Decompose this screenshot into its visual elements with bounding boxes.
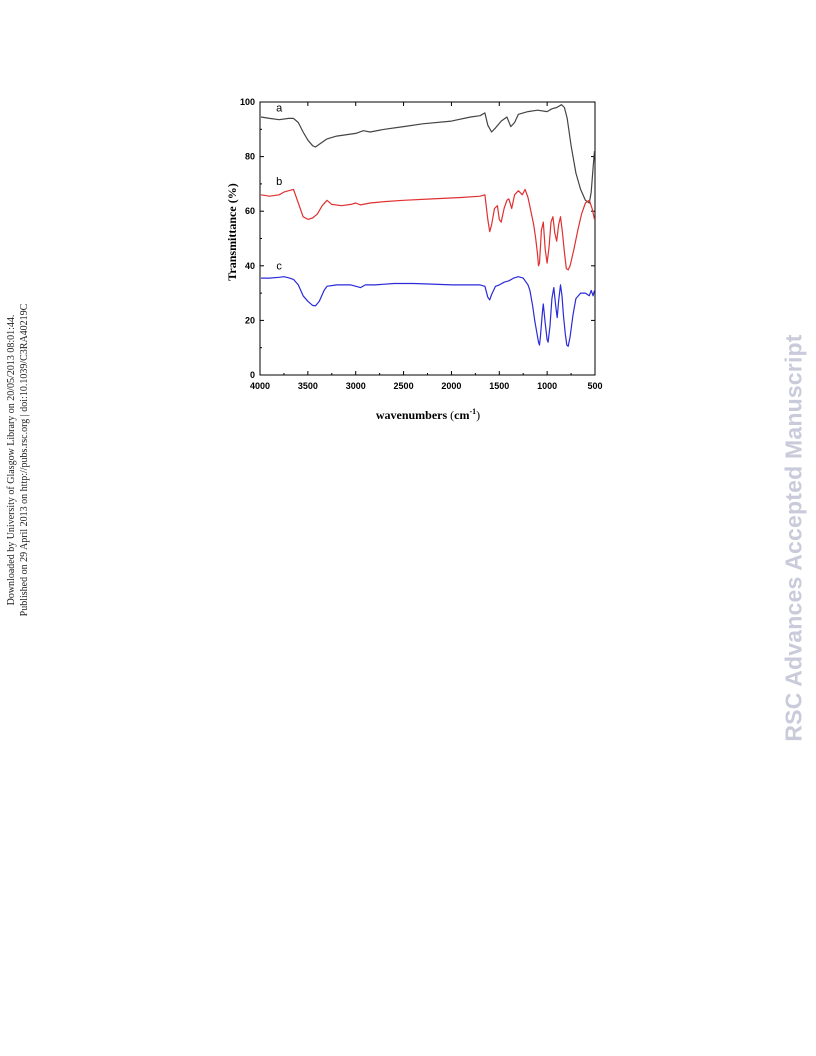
x-tick-label: 1000 — [537, 381, 557, 391]
x-tick-label: 1500 — [489, 381, 509, 391]
y-tick-label: 40 — [245, 261, 255, 271]
y-axis-title: Transmittance (%) — [225, 183, 239, 280]
x-axis-unit-close: ) — [476, 408, 480, 422]
x-axis-unit-exp: -1 — [470, 407, 477, 416]
y-tick-label: 60 — [245, 206, 255, 216]
x-tick-label: 500 — [587, 381, 602, 391]
series-label-a: a — [276, 102, 283, 114]
y-tick-label: 0 — [250, 370, 255, 380]
x-axis-unit-open: ( — [450, 408, 454, 422]
series-line-c — [261, 276, 596, 347]
series-line-b — [260, 188, 596, 271]
x-axis-unit: cm — [454, 408, 469, 422]
y-tick-label: 20 — [245, 315, 255, 325]
x-tick-label: 3000 — [346, 381, 366, 391]
plot-area: 4000 3500 3000 2500 2000 1500 1000 500 0 20 40 60 80… — [240, 97, 603, 391]
series-label-b: b — [276, 176, 282, 188]
x-tick-label: 4000 — [250, 381, 270, 391]
x-tick-label: 3500 — [298, 381, 318, 391]
x-axis-title: wavenumbers (cm-1) — [376, 407, 480, 422]
x-tick-label: 2500 — [394, 381, 414, 391]
x-tick-label: 2000 — [441, 381, 461, 391]
y-tick-label: 80 — [245, 152, 255, 162]
y-tick-label: 100 — [240, 97, 255, 107]
series-line-a — [260, 104, 596, 204]
series-label-c: c — [276, 261, 282, 273]
x-axis-title-text: wavenumbers — [376, 408, 448, 422]
